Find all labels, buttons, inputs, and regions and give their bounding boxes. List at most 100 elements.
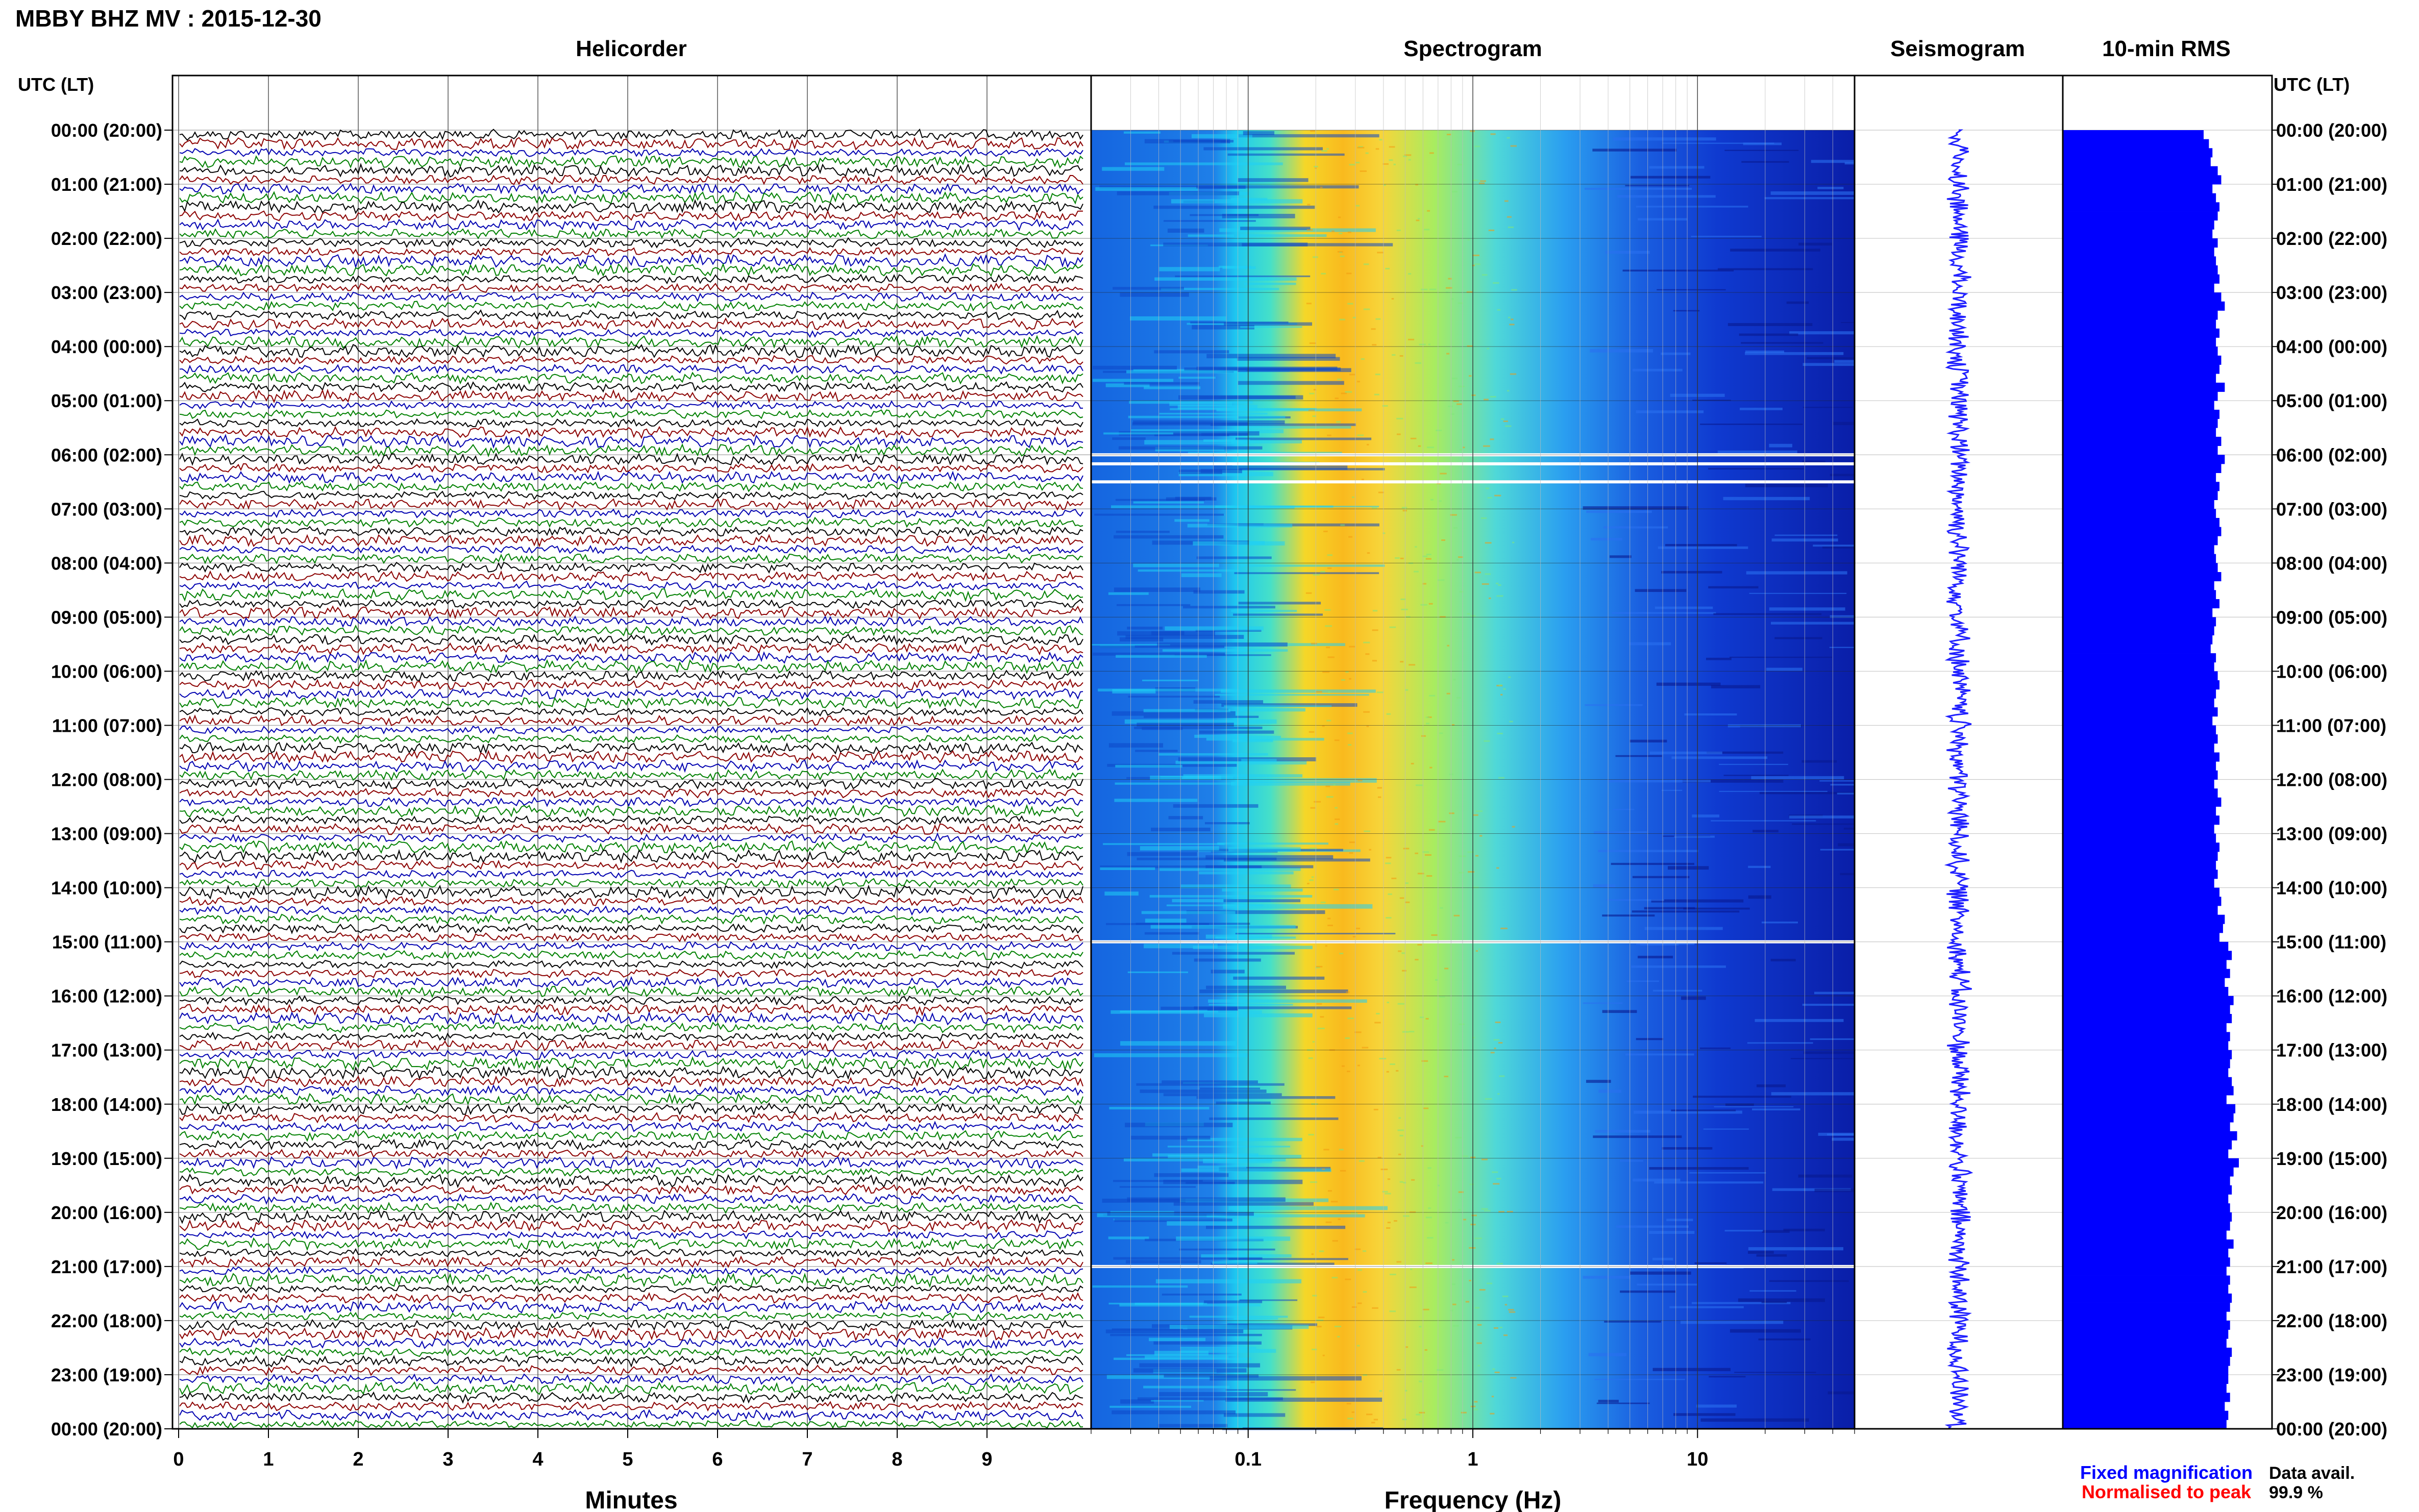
spectrogram-speckle [1402, 510, 1407, 512]
spectrogram-streak [1606, 899, 1664, 901]
spectrogram-streak [1789, 815, 1863, 819]
rms-bar [2063, 455, 2225, 464]
spectrogram-speckle [1357, 1302, 1362, 1304]
spectrogram-speckle [1375, 148, 1379, 150]
helicorder-trace [179, 1300, 1083, 1314]
spectrogram-speckle [1349, 374, 1355, 376]
y-tick-label-left: 07:00 (03:00) [51, 499, 162, 519]
spectrogram-speckle [1349, 841, 1355, 844]
y-tick-label-right: 05:00 (01:00) [2276, 390, 2387, 411]
spectrogram-streak [1583, 1276, 1631, 1279]
spectrogram-streak [1240, 708, 1305, 712]
spectrogram-speckle [1363, 1374, 1367, 1376]
spectrogram-speckle [1346, 991, 1350, 993]
rms-bar [2063, 382, 2225, 392]
spectrogram-speckle [1444, 1076, 1448, 1078]
spectrogram-speckle [1402, 1031, 1409, 1033]
helicorder-trace [179, 363, 1083, 375]
helicorder-trace [179, 696, 1083, 709]
spectrogram-streak [1724, 1230, 1763, 1232]
spectrogram-speckle [1322, 671, 1330, 673]
spectrogram-streak [1178, 472, 1273, 477]
spectrogram-speckle [1409, 1286, 1417, 1288]
spectrogram-speckle [1322, 1354, 1325, 1356]
spectrogram-streak [1167, 228, 1204, 233]
spectrogram-streak [1594, 1379, 1685, 1380]
spectrogram-speckle [1352, 316, 1356, 318]
helicorder-trace [179, 1138, 1083, 1151]
spectrogram-speckle [1388, 893, 1392, 895]
spectrogram-streak [1227, 1323, 1318, 1326]
y-tick-label-left: 09:00 (05:00) [51, 607, 162, 628]
spectrogram-streak [1723, 497, 1810, 501]
spectrogram-streak [1224, 705, 1332, 707]
spectrogram-speckle [1476, 1342, 1482, 1344]
spectrogram-streak [1178, 377, 1216, 379]
rms-bar [2063, 1366, 2229, 1375]
spectrogram-streak [1223, 904, 1373, 909]
spectrogram-speckle [1457, 164, 1462, 166]
spectrogram-streak [1203, 147, 1323, 151]
spectrogram-speckle [1408, 273, 1412, 275]
y-tick-label-right: 02:00 (22:00) [2276, 228, 2387, 249]
spectrogram-speckle [1418, 445, 1421, 447]
spectrogram-streak [1108, 592, 1149, 595]
spectrogram-streak [1662, 142, 1774, 144]
spectrogram-streak [1786, 301, 1809, 304]
spectrogram-streak [1112, 1410, 1236, 1415]
spectrogram-streak [1649, 751, 1722, 755]
spectrogram-speckle [1498, 584, 1501, 586]
spectrogram-streak [1616, 1225, 1689, 1228]
spectrogram-streak [1189, 1316, 1288, 1318]
spectrogram-streak [1190, 214, 1259, 216]
helicorder-trace [179, 633, 1083, 646]
spectrogram-speckle [1377, 252, 1384, 254]
spectrogram-streak [1598, 1400, 1619, 1403]
spectrogram-streak [1177, 405, 1257, 410]
spectrogram-speckle [1485, 542, 1492, 544]
spectrogram-streak [1204, 1013, 1313, 1018]
helicorder-trace [179, 588, 1083, 602]
spectrogram-speckle [1510, 373, 1517, 375]
spectrogram-streak [1638, 218, 1687, 221]
spectrogram-speckle [1321, 150, 1327, 152]
spectrogram-speckle [1475, 810, 1483, 812]
spectrogram-streak [1730, 249, 1820, 252]
rms-bar [2063, 941, 2229, 951]
seismogram-trace [1944, 129, 1973, 1429]
spectrogram-speckle [1437, 482, 1441, 484]
rms-bar [2063, 1041, 2229, 1051]
rms-bar [2063, 536, 2218, 546]
spectrogram-speckle [1375, 374, 1380, 376]
spectrogram-speckle [1335, 818, 1340, 820]
helicorder-trace [179, 651, 1083, 664]
spectrogram-speckle [1411, 1179, 1415, 1181]
helicorder-trace [179, 932, 1083, 943]
spectrogram-streak [1142, 679, 1199, 682]
spectrogram-speckle [1421, 288, 1428, 290]
spectrogram-speckle [1315, 966, 1320, 969]
spectrogram-speckle [1503, 688, 1506, 690]
spectrogram-speckle [1349, 852, 1353, 854]
y-tick-label-right: 23:00 (19:00) [2276, 1365, 2387, 1385]
spectrogram-speckle [1484, 1210, 1491, 1212]
rms-bar [2063, 148, 2213, 158]
spectrogram-streak [1169, 1325, 1309, 1329]
spectrogram-speckle [1440, 473, 1447, 475]
rms-bar [2063, 463, 2221, 473]
spectrogram-speckle [1327, 567, 1332, 569]
helicorder-trace [179, 400, 1083, 410]
spectrogram-speckle [1500, 927, 1508, 929]
spectrogram-streak [1669, 1306, 1744, 1308]
spectrogram-streak [1699, 1047, 1731, 1049]
helicorder-trace [179, 490, 1083, 501]
spectrogram-speckle [1417, 944, 1422, 946]
spectrogram-speckle [1316, 1003, 1322, 1005]
spectrogram-speckle [1321, 1168, 1325, 1170]
spectrogram-speckle [1426, 554, 1431, 556]
spectrogram-streak [1186, 910, 1325, 914]
spectrogram-streak [1615, 755, 1662, 757]
spectrogram-speckle [1391, 298, 1394, 300]
spectrogram-speckle [1461, 1411, 1467, 1414]
spectrogram-streak [1585, 704, 1643, 706]
